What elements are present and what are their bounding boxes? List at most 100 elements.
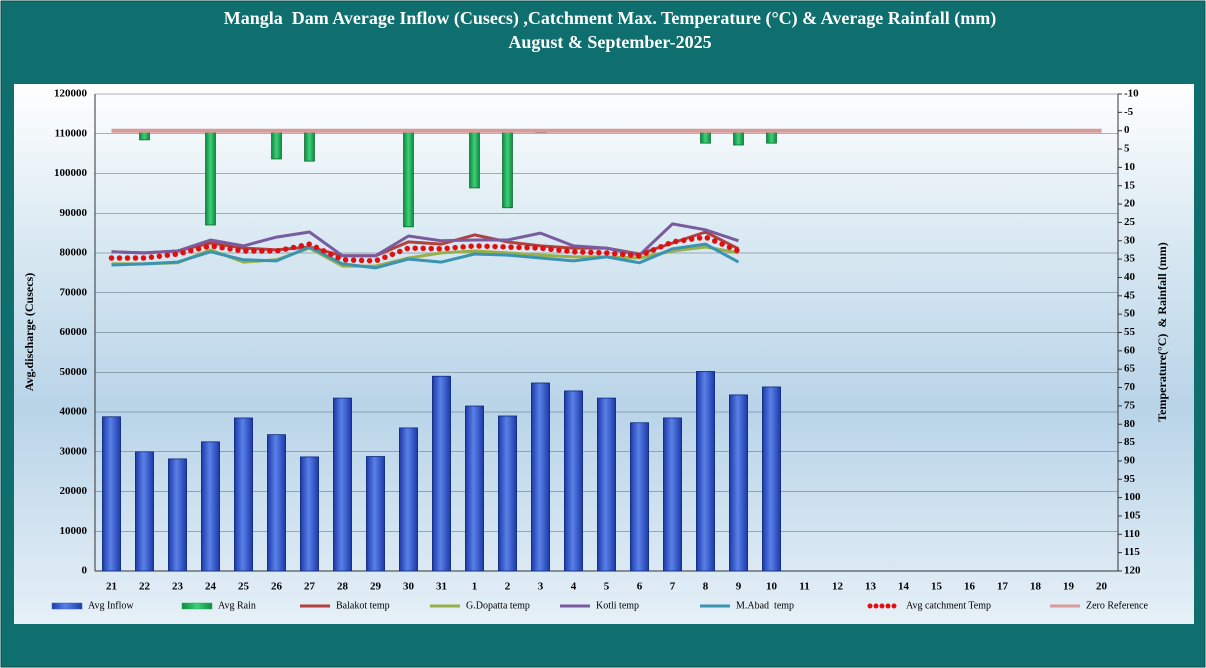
legend-label: Avg catchment Temp — [906, 600, 991, 611]
y2-tick-label: 10 — [1124, 161, 1136, 173]
y2-tick-label: 85 — [1124, 436, 1136, 448]
y2-tick-label: 50 — [1124, 308, 1136, 320]
bar — [465, 405, 484, 572]
bar — [531, 382, 550, 572]
x-tick-label: 2 — [505, 581, 511, 593]
x-tick-label: 20 — [1096, 581, 1108, 593]
bar — [762, 386, 781, 572]
y2-tick-label: 0 — [1124, 124, 1130, 136]
bar — [304, 130, 315, 162]
x-tick-label: 8 — [703, 581, 709, 593]
y-tick-label: 20000 — [60, 485, 88, 497]
legend-swatch — [51, 602, 83, 610]
x-tick-label: 19 — [1063, 581, 1075, 593]
x-tick-label: 29 — [370, 581, 382, 593]
x-tick-label: 27 — [304, 581, 316, 593]
line — [111, 222, 739, 258]
x-tick-label: 31 — [436, 581, 447, 593]
y2-tick-label: 35 — [1124, 253, 1136, 265]
bar — [403, 130, 414, 228]
y-tick-label: 60000 — [60, 326, 88, 338]
bar — [432, 375, 451, 572]
y-tick-label: 50000 — [60, 366, 88, 378]
y2-tick-label: 100 — [1124, 491, 1141, 503]
y2-tick-label: -5 — [1124, 106, 1134, 118]
bar — [102, 416, 121, 572]
x-tick-label: 17 — [997, 581, 1009, 593]
bar — [135, 451, 154, 572]
bar — [234, 417, 253, 572]
bar — [597, 397, 616, 572]
y2-tick-label: 120 — [1124, 565, 1141, 577]
bar — [696, 371, 715, 572]
y2-tick-label: -10 — [1124, 88, 1139, 100]
line — [108, 234, 742, 264]
bar — [205, 130, 216, 226]
y2-tick-label: 40 — [1124, 271, 1136, 283]
y-tick-label: 10000 — [60, 525, 88, 537]
bar — [168, 458, 187, 572]
bar — [300, 456, 319, 572]
y2-tick-label: 75 — [1124, 399, 1136, 411]
bar — [498, 415, 517, 572]
x-tick-label: 22 — [139, 581, 151, 593]
bar — [201, 441, 220, 572]
legend-label: Balakot temp — [336, 600, 390, 611]
y2-tick-label: 45 — [1124, 289, 1136, 301]
y2-tick-label: 5 — [1124, 143, 1130, 155]
y2-tick-label: 20 — [1124, 198, 1136, 210]
y2-tick-label: 55 — [1124, 326, 1136, 338]
y2-tick-label: 115 — [1124, 546, 1140, 558]
legend-label: Kotli temp — [596, 600, 639, 611]
y-tick-label: 80000 — [60, 247, 88, 259]
y2-tick-label: 70 — [1124, 381, 1136, 393]
y2-tick-label: 90 — [1124, 454, 1136, 466]
y-tick-label: 40000 — [60, 406, 88, 418]
x-tick-label: 25 — [238, 581, 250, 593]
x-tick-label: 6 — [637, 581, 643, 593]
y2-tick-label: 65 — [1124, 363, 1136, 375]
bar — [729, 394, 748, 572]
bar — [399, 427, 418, 572]
y-tick-label: 120000 — [54, 88, 88, 100]
bar — [733, 130, 744, 146]
x-tick-label: 14 — [898, 581, 910, 593]
x-tick-label: 12 — [832, 581, 844, 593]
y-tick-label: 90000 — [60, 207, 88, 219]
y2-tick-label: 110 — [1124, 528, 1140, 540]
y2-axis-title: Temperature(°C) & Rainfall (mm) — [1155, 242, 1169, 421]
bar — [366, 456, 385, 572]
x-tick-label: 7 — [670, 581, 676, 593]
x-tick-label: 15 — [931, 581, 943, 593]
y2-tick-label: 105 — [1124, 509, 1141, 521]
x-tick-label: 4 — [571, 581, 577, 593]
bar — [564, 390, 583, 572]
x-tick-label: 3 — [538, 581, 544, 593]
bar — [271, 130, 282, 160]
y2-tick-label: 30 — [1124, 234, 1136, 246]
x-tick-label: 5 — [604, 581, 610, 593]
bar — [267, 434, 286, 572]
line — [111, 242, 740, 270]
legend-swatch — [181, 602, 213, 610]
legend-label: G.Dopatta temp — [466, 600, 530, 611]
y2-tick-label: 80 — [1124, 418, 1136, 430]
y2-tick-label: 15 — [1124, 179, 1136, 191]
x-tick-label: 21 — [106, 581, 117, 593]
chart-title: Mangla Dam Average Inflow (Cusecs) ,Catc… — [224, 8, 997, 29]
y-tick-label: 30000 — [60, 445, 88, 457]
y-tick-label: 110000 — [55, 127, 88, 139]
x-tick-label: 13 — [865, 581, 877, 593]
legend-label: Zero Reference — [1086, 600, 1148, 611]
bar — [663, 417, 682, 572]
x-tick-label: 1 — [472, 581, 478, 593]
x-tick-label: 16 — [964, 581, 976, 593]
x-tick-label: 24 — [205, 581, 217, 593]
legend-label: M.Abad temp — [736, 600, 794, 611]
y-axis-title: Avg.discharge (Cusecs) — [22, 273, 36, 391]
x-tick-label: 30 — [403, 581, 415, 593]
x-tick-label: 9 — [736, 581, 742, 593]
x-tick-label: 28 — [337, 581, 349, 593]
legend-label: Avg Rain — [218, 600, 256, 611]
